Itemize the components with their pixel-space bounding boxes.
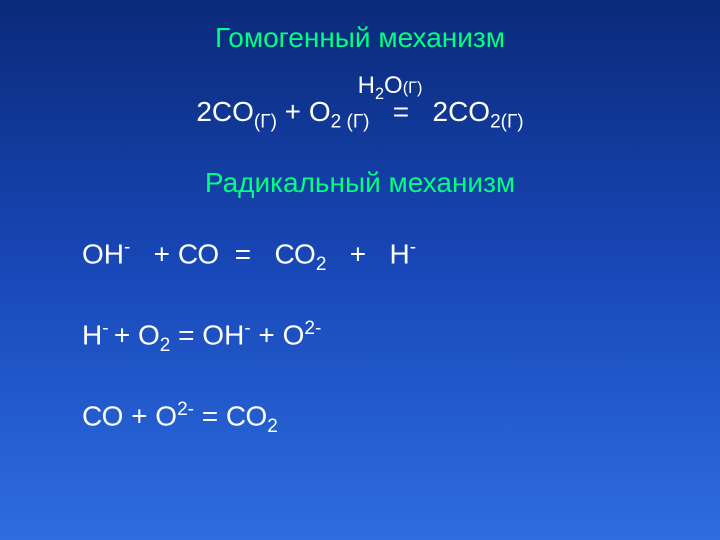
eq1-s2: 2 (Г): [331, 111, 370, 132]
equation-main: 2CO(Г) + O2 (Г) = 2CO2(Г): [0, 96, 720, 134]
eq2-sub1: 2: [316, 254, 327, 275]
eq4-sub1: 2: [267, 416, 278, 437]
eq2-t3: + Н: [326, 239, 409, 270]
eq3-t3: = ОН: [170, 320, 244, 351]
slide-container: Гомогенный механизм H2O(Г) 2CO(Г) + O2 (…: [0, 0, 720, 540]
eq2-sup2: -: [410, 237, 416, 258]
eq1-t2: + O: [277, 96, 331, 127]
eq2-t2: + СО = СО: [130, 239, 316, 270]
cat-state: (Г): [403, 79, 423, 97]
eq3-sup1: -: [102, 318, 114, 339]
equation-radical-1: ОН- + СО = СО2 + Н-: [0, 237, 720, 276]
equation-radical-2: Н- + О2 = ОН- + О2-: [0, 318, 720, 357]
eq4-t2: = СО: [194, 401, 267, 432]
eq3-sub1: 2: [160, 335, 171, 356]
eq1-s3: 2(Г): [490, 111, 524, 132]
title-radical: Радикальный механизм: [0, 167, 720, 199]
eq2-t1: ОН: [82, 239, 124, 270]
equation-radical-3: СО + О2- = СО2: [0, 399, 720, 438]
eq4-t1: СО + О: [82, 401, 177, 432]
title-homogeneous: Гомогенный механизм: [0, 22, 720, 54]
eq3-t2: + О: [114, 320, 160, 351]
eq3-sup3: 2-: [304, 318, 321, 339]
eq1-t1: 2CO: [196, 96, 254, 127]
eq4-sup1: 2-: [177, 399, 194, 420]
eq1-s1: (Г): [254, 111, 277, 132]
eq3-t1: Н: [82, 320, 102, 351]
eq1-t3: = 2CO: [369, 96, 490, 127]
eq3-t4: + О: [251, 320, 305, 351]
